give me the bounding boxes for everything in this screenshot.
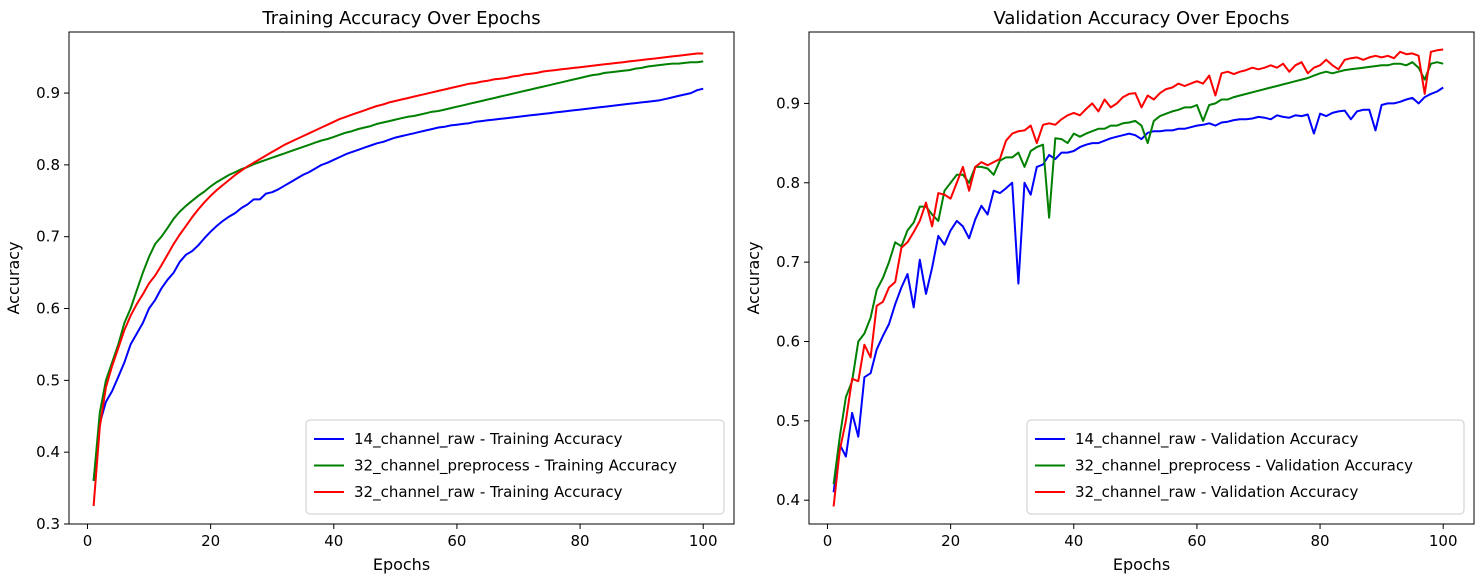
x-tick-label: 80 <box>571 532 590 550</box>
legend: 14_channel_raw - Training Accuracy 32_cha… <box>305 419 725 515</box>
legend-box <box>305 419 725 515</box>
x-axis-label: Epochs <box>373 555 430 574</box>
series-line-2 <box>92 52 704 507</box>
chart-title: Validation Accuracy Over Epochs <box>993 8 1289 29</box>
y-tick-label: 0.8 <box>776 174 800 192</box>
x-tick-label: 80 <box>1311 532 1330 550</box>
legend: 14_channel_raw - Validation Accuracy 32_c… <box>1026 419 1465 515</box>
x-tick-label: 20 <box>941 532 960 550</box>
legend-label-0: 14_channel_raw - Validation Accuracy <box>1075 430 1358 449</box>
x-tick-label: 60 <box>447 532 466 550</box>
y-tick-label: 0.7 <box>776 253 800 271</box>
series-line-2 <box>832 48 1444 507</box>
x-tick-label: 20 <box>201 532 220 550</box>
x-tick-label: 40 <box>1064 532 1083 550</box>
y-tick-label: 0.4 <box>776 491 800 509</box>
y-tick-label: 0.8 <box>36 156 60 174</box>
legend-box <box>1026 419 1465 515</box>
legend-label-2: 32_channel_raw - Validation Accuracy <box>1075 483 1358 502</box>
x-axis-label: Epochs <box>1113 555 1170 574</box>
chart-panel-1: Validation Accuracy Over Epochs Epochs Acc… <box>744 8 1475 574</box>
y-tick-label: 0.4 <box>36 443 60 461</box>
chart-title: Training Accuracy Over Epochs <box>261 8 540 29</box>
x-tick-label: 40 <box>324 532 343 550</box>
x-tick-label: 100 <box>689 532 718 550</box>
series-line-1 <box>832 61 1444 485</box>
y-axis-label: Accuracy <box>4 241 23 314</box>
y-tick-label: 0.9 <box>36 84 60 102</box>
y-axis-label: Accuracy <box>744 241 763 314</box>
legend-label-0: 14_channel_raw - Training Accuracy <box>354 430 623 449</box>
chart-panel-0: Training Accuracy Over Epochs Epochs Accur… <box>4 8 735 574</box>
series-line-0 <box>92 87 704 482</box>
y-tick-label: 0.3 <box>36 515 60 533</box>
y-tick-label: 0.5 <box>776 412 800 430</box>
y-tick-label: 0.7 <box>36 228 60 246</box>
series-line-0 <box>832 86 1444 493</box>
plot-frame <box>68 31 735 525</box>
legend-label-1: 32_channel_preprocess - Validation Accur… <box>1075 457 1413 476</box>
plot-frame <box>808 31 1475 525</box>
legend-label-2: 32_channel_raw - Training Accuracy <box>354 483 623 502</box>
y-tick-label: 0.9 <box>776 94 800 112</box>
x-tick-label: 0 <box>83 532 93 550</box>
legend-label-1: 32_channel_preprocess - Training Accurac… <box>354 457 677 476</box>
x-tick-label: 100 <box>1429 532 1458 550</box>
x-tick-label: 0 <box>823 532 833 550</box>
x-tick-label: 60 <box>1187 532 1206 550</box>
y-tick-label: 0.6 <box>776 332 800 350</box>
series-line-1 <box>92 60 704 481</box>
y-tick-label: 0.6 <box>36 300 60 318</box>
y-tick-label: 0.5 <box>36 371 60 389</box>
